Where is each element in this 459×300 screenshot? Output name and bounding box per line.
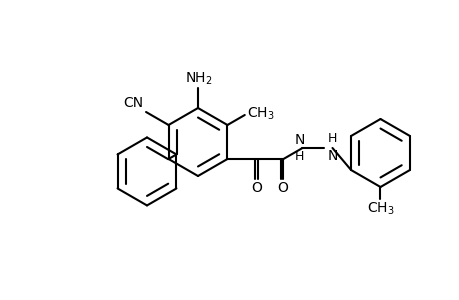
Text: H: H	[327, 132, 336, 145]
Text: O: O	[276, 181, 287, 195]
Text: N: N	[294, 133, 304, 147]
Text: H: H	[294, 150, 303, 163]
Text: O: O	[251, 181, 261, 195]
Text: CN: CN	[123, 96, 143, 110]
Text: CH$_3$: CH$_3$	[366, 201, 393, 217]
Text: N: N	[327, 149, 337, 163]
Text: NH$_2$: NH$_2$	[185, 70, 213, 87]
Text: CH$_3$: CH$_3$	[246, 106, 274, 122]
